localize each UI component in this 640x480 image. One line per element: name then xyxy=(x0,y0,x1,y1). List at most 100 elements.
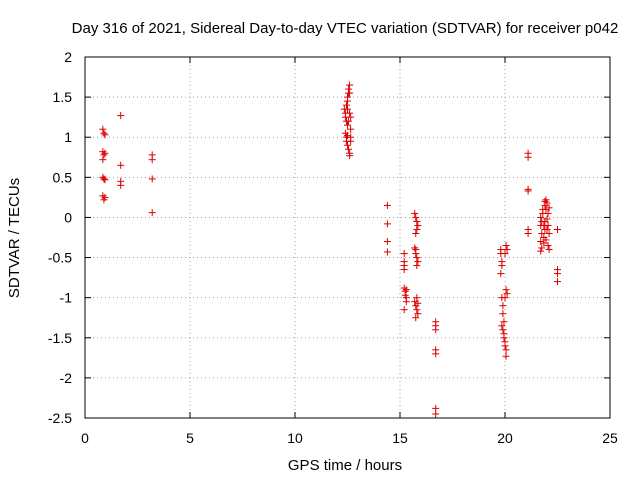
data-point-marker xyxy=(524,153,532,161)
data-point-marker xyxy=(342,101,350,109)
data-point-marker xyxy=(101,149,109,157)
data-point-marker xyxy=(537,238,545,246)
data-point-marker xyxy=(499,310,507,318)
data-point-marker xyxy=(554,278,561,286)
data-point-marker xyxy=(500,318,508,326)
data-point-marker xyxy=(346,109,354,117)
data-point-marker xyxy=(503,246,511,254)
data-point-marker xyxy=(554,225,561,233)
data-point-marker xyxy=(347,113,355,121)
data-point-marker xyxy=(545,229,553,237)
x-tick-label: 15 xyxy=(392,430,408,446)
data-point-marker xyxy=(543,199,551,207)
x-tick-label: 5 xyxy=(186,430,194,446)
data-point-marker xyxy=(498,322,506,330)
data-point-marker xyxy=(100,151,108,159)
data-point-marker xyxy=(538,229,546,237)
x-tick-label: 25 xyxy=(602,430,618,446)
data-point-marker xyxy=(347,125,355,133)
data-point-marker xyxy=(544,221,552,229)
data-point-marker xyxy=(412,246,420,254)
data-point-marker xyxy=(383,238,391,246)
data-point-marker xyxy=(414,258,422,266)
data-point-marker xyxy=(500,330,508,338)
data-point-marker xyxy=(148,156,156,164)
data-point-marker xyxy=(345,85,353,93)
data-point-marker xyxy=(344,141,351,149)
data-point-marker xyxy=(400,266,408,274)
data-point-marker xyxy=(346,89,354,97)
y-tick-label: -2 xyxy=(60,370,73,386)
data-point-marker xyxy=(413,225,421,233)
data-point-marker xyxy=(117,161,125,169)
data-point-marker xyxy=(99,156,107,164)
data-point-marker xyxy=(400,306,408,314)
data-point-marker xyxy=(503,290,511,298)
data-point-marker xyxy=(412,229,420,237)
data-point-marker xyxy=(502,346,510,354)
data-point-marker xyxy=(543,215,551,223)
data-point-marker xyxy=(101,176,109,184)
data-point-marker xyxy=(544,242,552,250)
data-point-marker xyxy=(383,220,391,228)
data-point-marker xyxy=(545,246,553,254)
y-tick-label: 1.5 xyxy=(53,89,73,105)
x-axis-title: GPS time / hours xyxy=(288,457,402,474)
data-point-marker xyxy=(413,217,421,225)
data-point-marker xyxy=(499,326,507,334)
data-point-marker xyxy=(101,193,109,201)
x-axis-tick-labels: 0 5 10 15 20 25 xyxy=(81,430,618,446)
grid-layer xyxy=(85,57,610,418)
data-point-marker xyxy=(148,209,156,217)
data-point-marker xyxy=(400,250,408,258)
y-axis-tick-labels: -2.5 -2 -1.5 -1 -0.5 0 0.5 1 1.5 2 xyxy=(48,49,72,426)
data-point-marker xyxy=(117,112,125,120)
data-point-marker xyxy=(413,254,421,262)
chart-title: Day 316 of 2021, Sidereal Day-to-day VTE… xyxy=(72,20,619,37)
y-tick-label: -1.5 xyxy=(48,330,72,346)
data-point-marker xyxy=(344,97,351,105)
data-point-marker xyxy=(100,175,108,183)
data-point-marker xyxy=(345,145,353,153)
data-point-marker xyxy=(344,132,351,140)
data-point-marker xyxy=(538,244,546,252)
data-point-marker xyxy=(413,306,421,314)
data-point-marker xyxy=(554,270,561,278)
data-point-marker xyxy=(542,196,550,204)
data-point-marker xyxy=(501,250,509,258)
y-tick-label: -1 xyxy=(60,290,73,306)
data-point-marker xyxy=(344,121,351,129)
data-point-marker xyxy=(524,187,532,195)
data-point-marker xyxy=(413,294,421,302)
data-point-marker xyxy=(411,209,419,217)
y-tick-label: -0.5 xyxy=(48,250,72,266)
data-point-marker xyxy=(544,209,552,217)
x-tick-label: 0 xyxy=(81,430,89,446)
data-point-marker xyxy=(497,270,505,278)
data-point-marker xyxy=(412,213,420,221)
x-tick-label: 10 xyxy=(287,430,303,446)
data-point-marker xyxy=(383,248,391,256)
y-tick-label: 0.5 xyxy=(53,169,73,185)
data-point-marker xyxy=(411,244,419,252)
data-point-marker xyxy=(346,81,354,89)
plot-frame xyxy=(84,56,611,419)
data-point-marker xyxy=(542,236,550,244)
data-points xyxy=(99,81,561,418)
y-tick-label: 0 xyxy=(64,209,72,225)
y-tick-label: -2.5 xyxy=(48,410,72,426)
y-axis-title: SDTVAR / TECUs xyxy=(6,178,23,298)
data-point-marker xyxy=(402,286,410,294)
data-point-marker xyxy=(502,352,510,360)
data-point-marker xyxy=(100,129,108,137)
data-point-marker xyxy=(344,105,351,113)
data-point-marker xyxy=(101,131,109,139)
data-point-marker xyxy=(412,314,420,322)
data-point-marker xyxy=(432,350,440,358)
data-point-marker xyxy=(545,204,553,212)
data-point-marker xyxy=(537,247,545,255)
data-point-marker xyxy=(347,133,355,141)
data-point-marker xyxy=(414,221,422,229)
data-point-marker xyxy=(541,225,549,233)
